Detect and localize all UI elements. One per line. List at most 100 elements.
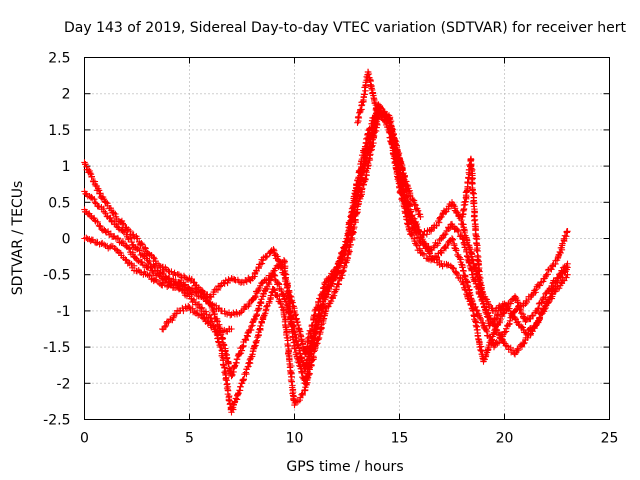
x-axis-label: GPS time / hours bbox=[286, 459, 403, 475]
data-point-marker bbox=[420, 251, 428, 259]
data-point-marker bbox=[534, 305, 542, 312]
data-point-marker bbox=[415, 227, 423, 235]
data-point-marker bbox=[506, 317, 514, 325]
data-point-marker bbox=[477, 315, 484, 323]
data-point-marker bbox=[240, 375, 247, 383]
data-point-marker bbox=[112, 210, 119, 218]
data-point-marker bbox=[396, 156, 404, 164]
data-point-marker bbox=[353, 180, 360, 188]
data-series bbox=[81, 68, 571, 416]
data-point-marker bbox=[331, 289, 338, 297]
data-point-marker bbox=[459, 235, 466, 242]
data-point-marker bbox=[114, 235, 122, 243]
data-point-marker bbox=[528, 312, 536, 320]
data-point-marker bbox=[563, 274, 570, 281]
data-point-marker bbox=[340, 268, 347, 275]
x-tick-label: 25 bbox=[601, 431, 619, 447]
data-point-marker bbox=[186, 304, 193, 311]
data-point-marker bbox=[438, 213, 445, 220]
series-track-a bbox=[81, 104, 571, 387]
y-tick-label: 2.5 bbox=[48, 51, 70, 67]
data-point-marker bbox=[262, 253, 270, 261]
data-point-marker bbox=[411, 201, 418, 208]
x-tick-label: 20 bbox=[496, 431, 514, 447]
chart-title: Day 143 of 2019, Sidereal Day-to-day VTE… bbox=[64, 20, 626, 36]
data-point-marker bbox=[232, 395, 240, 402]
data-point-marker bbox=[361, 143, 369, 150]
data-point-marker bbox=[325, 303, 332, 310]
data-point-marker bbox=[361, 91, 368, 98]
data-point-marker bbox=[175, 285, 183, 293]
data-point-marker bbox=[436, 236, 444, 243]
data-point-marker bbox=[270, 246, 277, 253]
data-point-marker bbox=[370, 132, 378, 140]
data-point-marker bbox=[145, 272, 153, 280]
data-point-marker bbox=[184, 290, 192, 297]
data-point-marker bbox=[144, 264, 151, 271]
data-point-marker bbox=[535, 317, 543, 324]
data-point-marker bbox=[366, 125, 374, 132]
data-point-marker bbox=[280, 271, 288, 278]
data-point-marker bbox=[138, 240, 145, 247]
data-point-marker bbox=[257, 322, 264, 330]
data-point-marker bbox=[346, 241, 354, 248]
data-point-marker bbox=[354, 119, 361, 126]
data-point-marker bbox=[453, 270, 460, 277]
y-tick-label: 2 bbox=[62, 87, 71, 103]
data-point-marker bbox=[286, 289, 293, 296]
data-point-marker bbox=[536, 314, 543, 321]
data-point-marker bbox=[564, 271, 571, 278]
data-point-marker bbox=[449, 222, 456, 230]
data-point-marker bbox=[504, 343, 512, 350]
data-point-marker bbox=[150, 261, 157, 268]
data-point-marker bbox=[324, 284, 331, 291]
data-point-marker bbox=[374, 108, 381, 116]
data-point-marker bbox=[409, 231, 416, 239]
data-point-marker bbox=[253, 310, 260, 318]
data-point-marker bbox=[363, 140, 370, 147]
data-point-marker bbox=[311, 346, 319, 354]
data-point-marker bbox=[561, 232, 569, 239]
data-point-marker bbox=[445, 238, 453, 245]
data-point-marker bbox=[274, 257, 282, 264]
y-tick-label: 1.5 bbox=[48, 123, 70, 139]
data-point-marker bbox=[126, 245, 133, 253]
series-track-c bbox=[81, 101, 571, 373]
data-point-marker bbox=[407, 208, 415, 215]
data-point-marker bbox=[228, 405, 236, 413]
data-point-marker bbox=[536, 282, 544, 289]
data-point-marker bbox=[463, 248, 470, 256]
data-point-marker bbox=[313, 317, 320, 325]
data-point-marker bbox=[208, 314, 215, 322]
data-point-marker bbox=[457, 231, 464, 239]
series-track-d bbox=[81, 110, 571, 416]
data-point-marker bbox=[192, 289, 200, 297]
data-point-marker bbox=[288, 378, 295, 385]
data-point-marker bbox=[368, 85, 375, 92]
data-point-marker bbox=[476, 273, 483, 281]
data-point-marker bbox=[200, 294, 207, 301]
data-point-marker bbox=[88, 173, 96, 180]
data-point-marker bbox=[381, 108, 388, 115]
data-point-marker bbox=[119, 220, 126, 227]
data-point-marker bbox=[285, 349, 292, 357]
data-point-marker bbox=[294, 341, 301, 348]
data-point-marker bbox=[459, 264, 466, 271]
data-point-marker bbox=[304, 375, 311, 383]
data-point-marker bbox=[206, 311, 214, 319]
data-point-marker bbox=[423, 243, 430, 251]
y-tick-label: -2.5 bbox=[43, 413, 70, 429]
data-point-marker bbox=[267, 274, 274, 282]
data-point-marker bbox=[338, 249, 345, 257]
y-tick-label: -1.5 bbox=[43, 340, 70, 356]
data-point-marker bbox=[349, 228, 357, 235]
data-point-marker bbox=[359, 185, 366, 192]
data-point-marker bbox=[180, 307, 187, 315]
data-point-marker bbox=[442, 244, 450, 252]
data-point-marker bbox=[297, 350, 304, 357]
data-point-marker bbox=[251, 315, 259, 323]
data-point-marker bbox=[127, 234, 135, 242]
data-point-marker bbox=[392, 140, 399, 148]
data-point-marker bbox=[401, 173, 408, 181]
data-point-marker bbox=[287, 370, 294, 378]
